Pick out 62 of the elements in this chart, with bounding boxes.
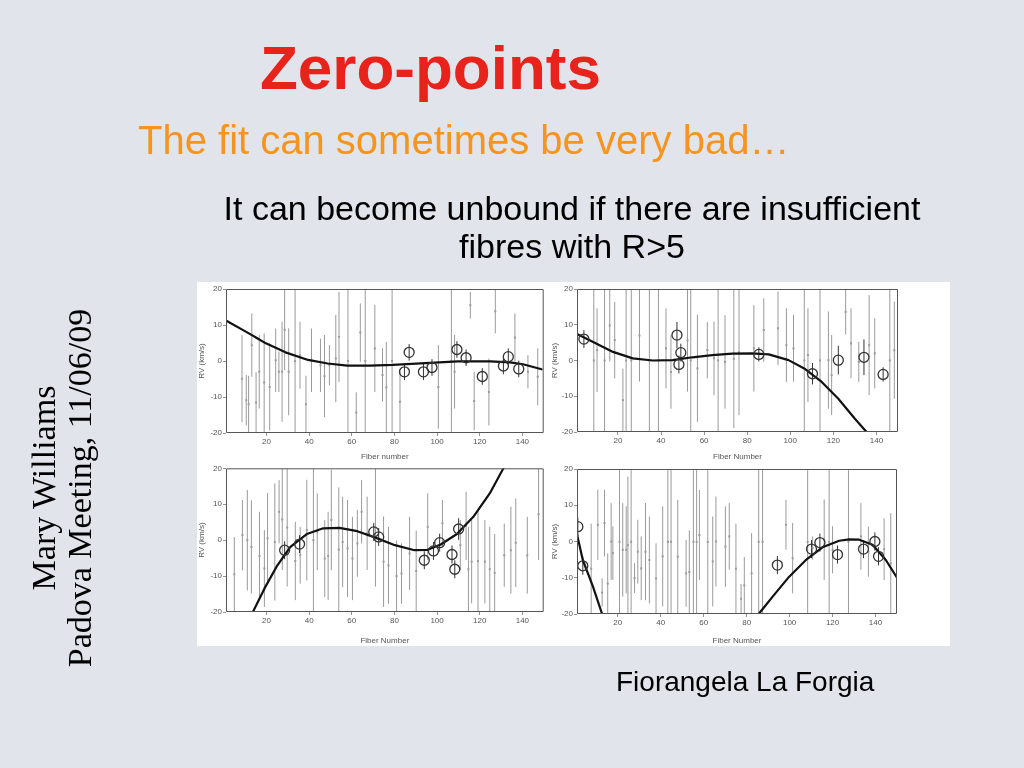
x-tick-label: 40 xyxy=(656,618,666,627)
x-tick-label: 20 xyxy=(613,618,623,627)
text: Padova Meeting, 11/06/09 xyxy=(61,308,98,668)
x-tick-label: 20 xyxy=(262,616,272,625)
chart-title: Zero-points xyxy=(260,33,601,102)
x-tick-label: 120 xyxy=(826,436,841,445)
y-tick-label: 10 xyxy=(213,320,223,330)
y-tick-label: -20 xyxy=(561,609,574,619)
x-tick-label: 100 xyxy=(430,616,445,625)
y-tick-label: -10 xyxy=(210,571,223,581)
text: Mary Williams xyxy=(25,385,62,591)
x-tick-label: 140 xyxy=(869,436,884,445)
x-tick-label: 140 xyxy=(515,437,530,446)
x-tick-label: 60 xyxy=(347,437,357,446)
x-axis-title: Fiber Number xyxy=(360,636,410,646)
y-tick-label: -10 xyxy=(210,392,223,402)
y-tick-label: 20 xyxy=(564,284,574,294)
x-tick-label: 140 xyxy=(515,616,530,625)
y-tick-label: -20 xyxy=(561,427,574,437)
x-axis-title: Fiber Number xyxy=(712,636,762,646)
y-tick-label: 20 xyxy=(213,463,223,473)
x-tick-label: 80 xyxy=(389,437,400,446)
y-tick-label: 0 xyxy=(568,355,574,365)
x-tick-label: 80 xyxy=(742,618,752,627)
y-tick-label: -20 xyxy=(210,607,223,617)
chart-subtitle: The fit can sometimes be very bad… xyxy=(138,118,790,162)
x-tick-label: 100 xyxy=(783,436,798,445)
x-tick-label: 100 xyxy=(782,618,797,627)
y-tick-label: 10 xyxy=(564,500,574,510)
x-tick-label: 60 xyxy=(699,436,710,445)
x-tick-label: 140 xyxy=(868,618,883,627)
y-tick-label: 20 xyxy=(213,284,223,294)
x-axis-title: Fiber Number xyxy=(713,452,763,462)
y-tick-label: -10 xyxy=(561,391,574,401)
x-tick-label: 20 xyxy=(262,437,272,446)
x-tick-label: 20 xyxy=(613,436,623,445)
text: Fiorangela La Forgia xyxy=(616,666,875,697)
x-tick-label: 60 xyxy=(347,616,357,625)
x-tick-label: 60 xyxy=(699,618,709,627)
x-tick-label: 80 xyxy=(742,436,753,445)
y-tick-label: 20 xyxy=(564,464,574,474)
text: It can become unbound if there are insufficient fibres with R>5 xyxy=(222,189,922,265)
x-axis-title: Fiber number xyxy=(361,452,409,462)
y-axis-title: RV (km/s) xyxy=(197,342,206,379)
y-axis-title: RV (km/s) xyxy=(550,523,559,560)
x-tick-label: 120 xyxy=(825,618,840,627)
y-tick-label: 10 xyxy=(213,499,223,509)
y-tick-label: 10 xyxy=(564,319,574,329)
x-tick-label: 40 xyxy=(304,437,315,446)
x-tick-label: 100 xyxy=(430,437,445,446)
y-tick-label: 0 xyxy=(568,536,574,546)
x-tick-label: 120 xyxy=(473,437,487,446)
x-tick-label: 80 xyxy=(389,616,400,625)
y-tick-label: -20 xyxy=(210,428,223,438)
y-tick-label: 0 xyxy=(217,535,223,545)
y-axis-title: RV (km/s) xyxy=(550,342,559,379)
x-tick-label: 40 xyxy=(304,616,315,625)
y-axis-title: RV (km/s) xyxy=(197,522,206,558)
x-tick-label: 120 xyxy=(473,616,487,625)
x-tick-label: 40 xyxy=(656,436,667,445)
y-tick-label: -10 xyxy=(561,572,574,582)
y-tick-label: 0 xyxy=(217,356,223,366)
